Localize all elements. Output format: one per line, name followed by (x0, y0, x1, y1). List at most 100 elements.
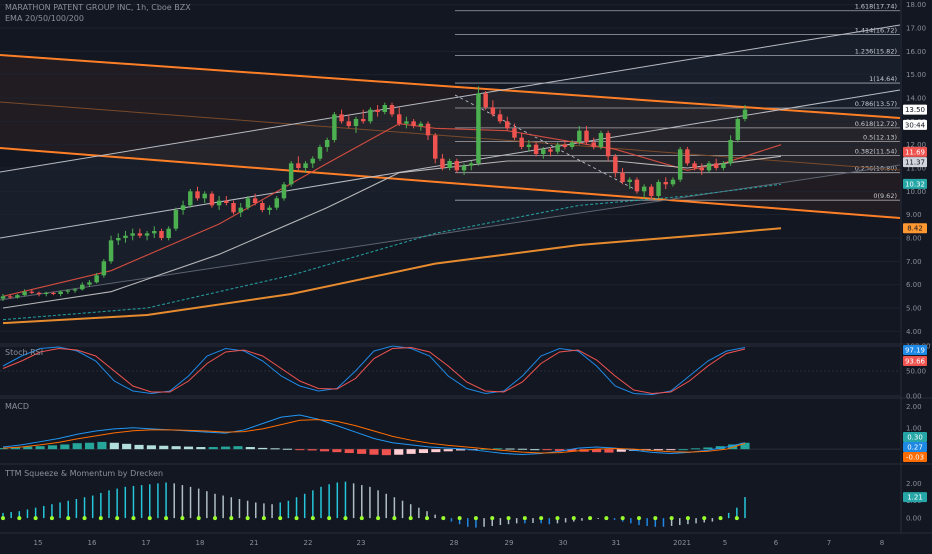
candle-body (404, 121, 409, 124)
y-tick-label: 5.00 (906, 305, 922, 313)
ttm-squeeze-dot (604, 516, 609, 521)
candle-body (15, 295, 20, 298)
candle-body (541, 149, 546, 154)
y-tick-label: 8.00 (906, 235, 922, 243)
fib-level-label: 1.618(17.74) (855, 3, 897, 11)
macd-histogram-bar (456, 449, 466, 451)
channel-upper-line (0, 54, 901, 119)
macd-histogram-bar (23, 446, 33, 450)
candle-body (173, 210, 179, 229)
candle-body (411, 121, 416, 126)
x-tick-label: 15 (34, 539, 43, 547)
macd-histogram-bar (616, 449, 626, 452)
macd-histogram-bar (418, 449, 429, 454)
ttm-squeeze-dot (539, 516, 544, 521)
symbol-title: MARATHON PATENT GROUP INC, 1h, Cboe BZX (5, 3, 191, 12)
macd-value-label: 0.30 (907, 434, 923, 442)
candle-body (627, 179, 632, 182)
macd-histogram-bar (134, 444, 144, 450)
ttm-squeeze-dot (343, 516, 348, 521)
ttm-squeeze-dot (425, 516, 429, 521)
ttm-squeeze-dot (245, 516, 250, 521)
candle-body (144, 233, 150, 236)
candle-body (332, 114, 337, 140)
macd-histogram-bar (703, 447, 713, 450)
ema-line-ema-20 (2, 123, 782, 297)
ttm-squeeze-dot (98, 516, 103, 521)
candle-body (706, 163, 712, 171)
signal-line (2, 419, 746, 454)
macd-title: MACD (5, 402, 29, 411)
candle-body (454, 161, 460, 171)
candle-body (548, 149, 553, 152)
ascending-trend-lower (0, 164, 901, 301)
candle-body (0, 296, 6, 299)
y-tick-label: 10.00 (906, 188, 926, 196)
candle-body (216, 200, 222, 206)
x-tick-label: 31 (612, 539, 621, 547)
ttm-squeeze-dot (685, 516, 690, 521)
macd-histogram-bar (159, 445, 169, 450)
y-tick-label: 6.00 (906, 281, 922, 289)
price-tag (903, 146, 927, 157)
candle-body (721, 163, 726, 168)
macd-histogram-bar (0, 448, 8, 450)
candle-body (245, 198, 251, 208)
ttm-squeeze-dot (196, 516, 201, 521)
candle-body (634, 179, 640, 192)
macd-histogram-bar (109, 442, 119, 450)
macd-histogram-bar (295, 449, 305, 451)
fib-level-label: 0.786(13.57) (855, 100, 897, 108)
x-tick-label: 28 (450, 539, 459, 547)
ttm-value-label: 1.21 (907, 494, 923, 502)
ema-line-ema-50 (2, 155, 782, 309)
stoch-rsi-title: Stoch RSI (5, 348, 44, 357)
ttm-squeeze-dot (376, 516, 381, 521)
candle-body (310, 158, 316, 164)
macd-histogram-bar (542, 449, 552, 451)
macd-histogram-bar (505, 448, 515, 450)
ttm-squeeze-dot (164, 516, 169, 521)
candle-body (260, 203, 265, 210)
candle-body (685, 149, 690, 164)
x-tick-label: 6 (774, 539, 779, 547)
macd-histogram-bar (319, 449, 330, 452)
macd-tick-label: 1.00 (906, 424, 922, 432)
candle-body (368, 109, 373, 122)
macd-histogram-bar (443, 449, 453, 452)
ttm-value-tag (903, 492, 927, 503)
ttm-squeeze-dot (359, 516, 364, 521)
candle-body (735, 119, 741, 140)
fib-anchor-line (454, 94, 641, 193)
candle-body (591, 142, 596, 147)
macd-histogram-bar (307, 449, 317, 451)
candle-body (389, 105, 395, 115)
macd-histogram-bar (258, 447, 268, 450)
macd-histogram-bar (690, 448, 701, 450)
ttm-squeeze-dot (66, 516, 71, 521)
candle-body (555, 144, 560, 152)
x-tick-label: 7 (827, 539, 831, 547)
macd-value-tag (903, 432, 927, 442)
candle-body (65, 290, 71, 292)
price-tag-label: 8.42 (907, 225, 923, 233)
macd-histogram-bar (171, 446, 181, 450)
y-tick-label: 12.00 (906, 141, 926, 149)
y-tick-label: 9.00 (906, 211, 922, 219)
candle-body (116, 238, 121, 241)
macd-histogram-bar (47, 445, 58, 450)
candle-body (296, 163, 301, 168)
ttm-squeeze-dot (637, 516, 641, 521)
ttm-squeeze-dot (49, 516, 54, 521)
candle-body (152, 231, 157, 234)
macd-histogram-bar (208, 447, 218, 450)
candle-body (728, 140, 733, 164)
ascending-trend-upper (0, 24, 901, 173)
candle-body (130, 233, 135, 236)
candle-body (51, 292, 56, 294)
candle-body (80, 284, 85, 290)
x-tick-label: 21 (250, 539, 259, 547)
candle-body (483, 93, 488, 108)
